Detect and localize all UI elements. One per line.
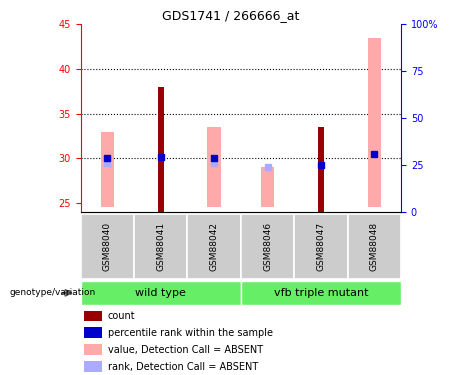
Text: percentile rank within the sample: percentile rank within the sample [108, 328, 273, 338]
Bar [81, 280, 241, 305]
Text: wild type: wild type [136, 288, 186, 298]
Bar [241, 214, 294, 279]
Text: value, Detection Call = ABSENT: value, Detection Call = ABSENT [108, 345, 263, 355]
Bar [261, 167, 274, 207]
Text: GSM88046: GSM88046 [263, 222, 272, 271]
Bar [241, 280, 401, 305]
Bar [81, 214, 134, 279]
Text: GSM88041: GSM88041 [156, 222, 165, 271]
Text: GSM88040: GSM88040 [103, 222, 112, 271]
Bar [84, 344, 101, 355]
Text: count: count [108, 311, 136, 321]
Bar [84, 361, 101, 372]
Bar [188, 214, 241, 279]
Text: GSM88047: GSM88047 [316, 222, 325, 271]
Text: genotype/variation: genotype/variation [9, 288, 95, 297]
Bar [84, 327, 101, 338]
Bar [158, 87, 164, 212]
Bar [84, 310, 101, 321]
Bar [294, 214, 348, 279]
Bar [368, 38, 381, 207]
Text: vfb triple mutant: vfb triple mutant [274, 288, 368, 298]
Text: rank, Detection Call = ABSENT: rank, Detection Call = ABSENT [108, 362, 258, 372]
Bar [207, 127, 221, 207]
Text: GSM88042: GSM88042 [210, 222, 219, 271]
Bar [348, 214, 401, 279]
Text: GDS1741 / 266666_at: GDS1741 / 266666_at [162, 9, 299, 22]
Bar [100, 132, 114, 207]
Bar [318, 127, 324, 212]
Text: GSM88048: GSM88048 [370, 222, 379, 271]
Bar [134, 214, 188, 279]
